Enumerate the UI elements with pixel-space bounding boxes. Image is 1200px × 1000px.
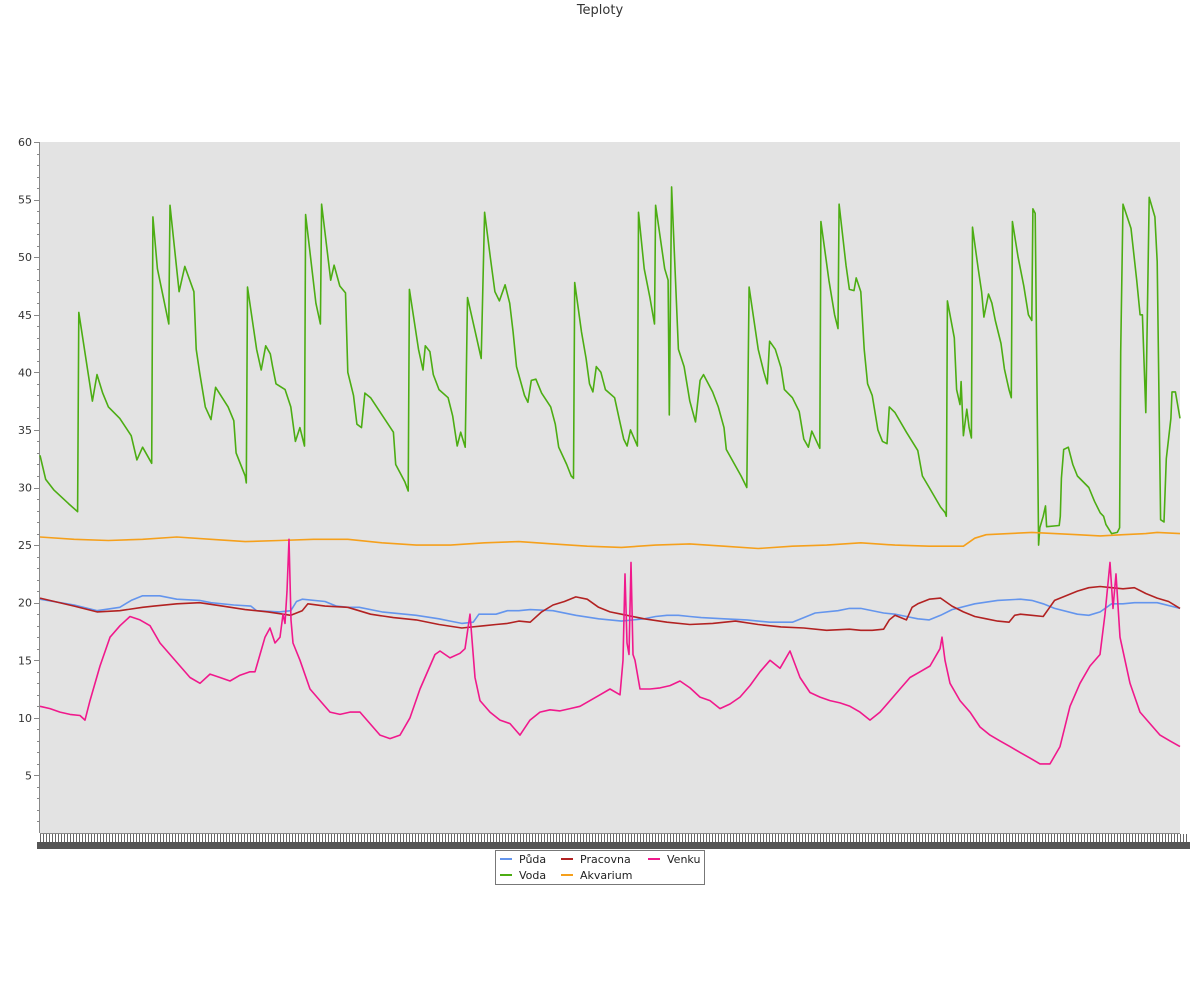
- legend-swatch: [500, 858, 512, 860]
- y-tick-label: 25: [18, 539, 32, 552]
- y-tick-label: 50: [18, 251, 32, 264]
- plot-area: [40, 142, 1180, 833]
- y-tick-label: 30: [18, 482, 32, 495]
- y-tick-label: 5: [25, 769, 32, 782]
- series-line-2: [39, 585, 1181, 632]
- legend-swatch: [500, 874, 512, 876]
- legend-label: Venku: [667, 853, 701, 866]
- legend-label: Akvarium: [580, 869, 633, 882]
- x-tick-band: [37, 842, 1190, 849]
- y-tick-label: 10: [18, 712, 32, 725]
- legend-swatch: [648, 858, 660, 860]
- legend-item: Akvarium: [561, 868, 632, 884]
- legend: Půda Voda Pracovna Akvarium Venku: [495, 850, 705, 885]
- y-tick-label: 35: [18, 424, 32, 437]
- series-line-4: [39, 538, 1181, 765]
- y-tick-label: 20: [18, 597, 32, 610]
- y-tick-label: 45: [18, 309, 32, 322]
- y-tick-label: 60: [18, 136, 32, 149]
- legend-item: Venku: [648, 852, 700, 868]
- series-line-3: [39, 531, 1181, 550]
- y-tick-label: 55: [18, 194, 32, 207]
- legend-swatch: [561, 858, 573, 860]
- legend-label: Pracovna: [580, 853, 631, 866]
- legend-item: Voda: [500, 868, 546, 884]
- legend-swatch: [561, 874, 573, 876]
- legend-item: Půda: [500, 852, 546, 868]
- chart-title: Teploty: [576, 3, 624, 18]
- legend-label: Voda: [519, 869, 547, 882]
- legend-label: Půda: [519, 853, 547, 866]
- legend-item: Pracovna: [561, 852, 631, 868]
- y-tick-label: 15: [18, 654, 32, 667]
- y-tick-label: 40: [18, 366, 32, 379]
- series-line-1: [39, 186, 1181, 546]
